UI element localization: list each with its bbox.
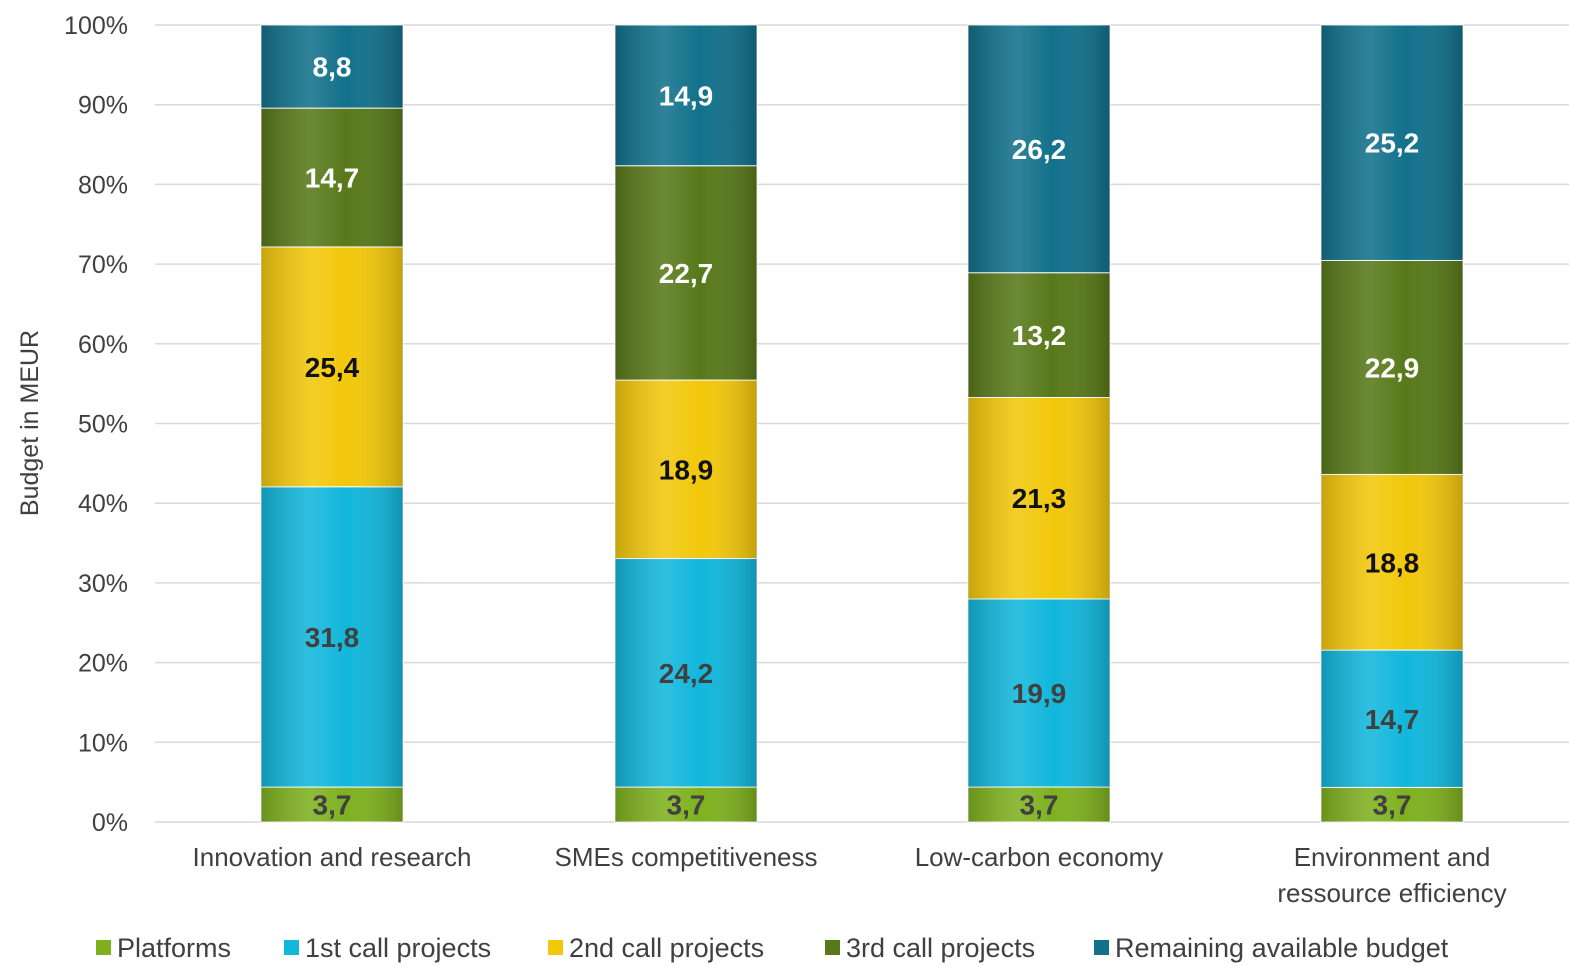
legend-swatch — [1094, 940, 1109, 955]
y-tick-label: 20% — [78, 650, 128, 678]
data-label: 25,2 — [1365, 128, 1420, 159]
x-category-label: Low-carbon economy — [915, 842, 1164, 872]
y-tick-label: 40% — [78, 490, 128, 518]
data-label: 3,7 — [1020, 790, 1059, 821]
data-label: 26,2 — [1012, 134, 1067, 165]
data-label: 18,8 — [1365, 547, 1420, 578]
bar-segment-shading — [615, 165, 757, 381]
bar-stack: 3,7 19,9 21,3 13,2 26,2 — [967, 24, 1111, 823]
y-tick-label: 50% — [78, 411, 128, 439]
data-label: 18,9 — [659, 454, 714, 485]
bar-segment-shading — [261, 108, 403, 247]
legend-swatch — [548, 940, 563, 955]
legend-swatch — [825, 940, 840, 955]
legend-item: Platforms — [96, 933, 231, 963]
legend-label: 2nd call projects — [569, 933, 764, 963]
y-tick-label: 70% — [78, 251, 128, 279]
bar-segment-shading — [261, 787, 403, 822]
data-label: 13,2 — [1012, 320, 1067, 351]
x-category-label: Environment and — [1294, 842, 1491, 872]
bar-segment-shading — [615, 25, 757, 166]
data-label: 14,7 — [1365, 704, 1420, 735]
data-label: 19,9 — [1012, 678, 1067, 709]
y-tick-label: 60% — [78, 331, 128, 359]
bar-segment-shading — [261, 486, 403, 788]
data-label: 3,7 — [1373, 790, 1412, 821]
legend-label: Remaining available budget — [1115, 933, 1449, 963]
data-label: 22,9 — [1365, 352, 1420, 383]
x-category-label: Innovation and research — [193, 842, 472, 872]
data-label: 21,3 — [1012, 483, 1067, 514]
y-tick-label: 0% — [92, 809, 128, 837]
bar-segment-shading — [1321, 787, 1463, 822]
bar-segment-shading — [1321, 260, 1463, 475]
legend-label: 3rd call projects — [846, 933, 1035, 963]
y-tick-label: 30% — [78, 570, 128, 598]
legend: Platforms 1st call projects 2nd call proje… — [96, 933, 1449, 963]
bar-segment-shading — [615, 787, 757, 822]
bar-segment-shading — [968, 787, 1110, 822]
bar-segment-shading — [261, 25, 403, 109]
bars: 3,731,825,414,78,83,724,218,922,714,93,7… — [260, 24, 1464, 823]
bar-segment-shading — [1321, 25, 1463, 261]
legend-label: 1st call projects — [305, 933, 491, 963]
x-category-label: ressource efficiency — [1277, 878, 1506, 908]
bar-segment-shading — [1321, 474, 1463, 651]
y-axis-ticks: 0% 10% 20% 30% 40% 50% 60% 70% 80% 90% 100% — [64, 12, 128, 837]
bar-segment-shading — [968, 598, 1110, 788]
data-label: 24,2 — [659, 658, 714, 689]
data-label: 25,4 — [305, 352, 360, 383]
data-label: 3,7 — [667, 790, 706, 821]
bar-stack: 3,7 24,2 18,9 22,7 14,9 — [614, 24, 758, 823]
legend-swatch — [284, 940, 299, 955]
bar-stack: 3,7 14,7 18,8 22,9 25,2 — [1320, 24, 1464, 823]
y-tick-label: 10% — [78, 729, 128, 757]
bar-segment-shading — [968, 272, 1110, 398]
data-label: 22,7 — [659, 258, 714, 289]
y-tick-label: 80% — [78, 171, 128, 199]
legend-label: Platforms — [117, 933, 231, 963]
y-tick-label: 90% — [78, 92, 128, 120]
legend-item: 2nd call projects — [548, 933, 764, 963]
legend-item: 3rd call projects — [825, 933, 1035, 963]
y-axis-title: Budget in MEUR — [16, 330, 44, 516]
legend-item: Remaining available budget — [1094, 933, 1449, 963]
bar-segment-shading — [968, 25, 1110, 273]
legend-swatch — [96, 940, 111, 955]
legend-item: 1st call projects — [284, 933, 491, 963]
data-label: 31,8 — [305, 622, 360, 653]
bar-stack: 3,7 31,8 25,4 14,7 8,8 — [260, 24, 404, 823]
bar-segment-shading — [261, 246, 403, 487]
bar-segment-shading — [968, 397, 1110, 599]
data-label: 14,7 — [305, 163, 360, 194]
data-label: 3,7 — [313, 790, 352, 821]
bar-segment-shading — [1321, 650, 1463, 788]
data-label: 14,9 — [659, 80, 714, 111]
bar-segment-shading — [615, 380, 757, 559]
x-category-label: SMEs competitiveness — [555, 842, 818, 872]
bar-segment-shading — [615, 558, 757, 788]
data-label: 8,8 — [313, 52, 352, 83]
x-axis-labels: Innovation and research SMEs competitiven… — [193, 842, 1507, 908]
y-tick-label: 100% — [64, 12, 128, 40]
